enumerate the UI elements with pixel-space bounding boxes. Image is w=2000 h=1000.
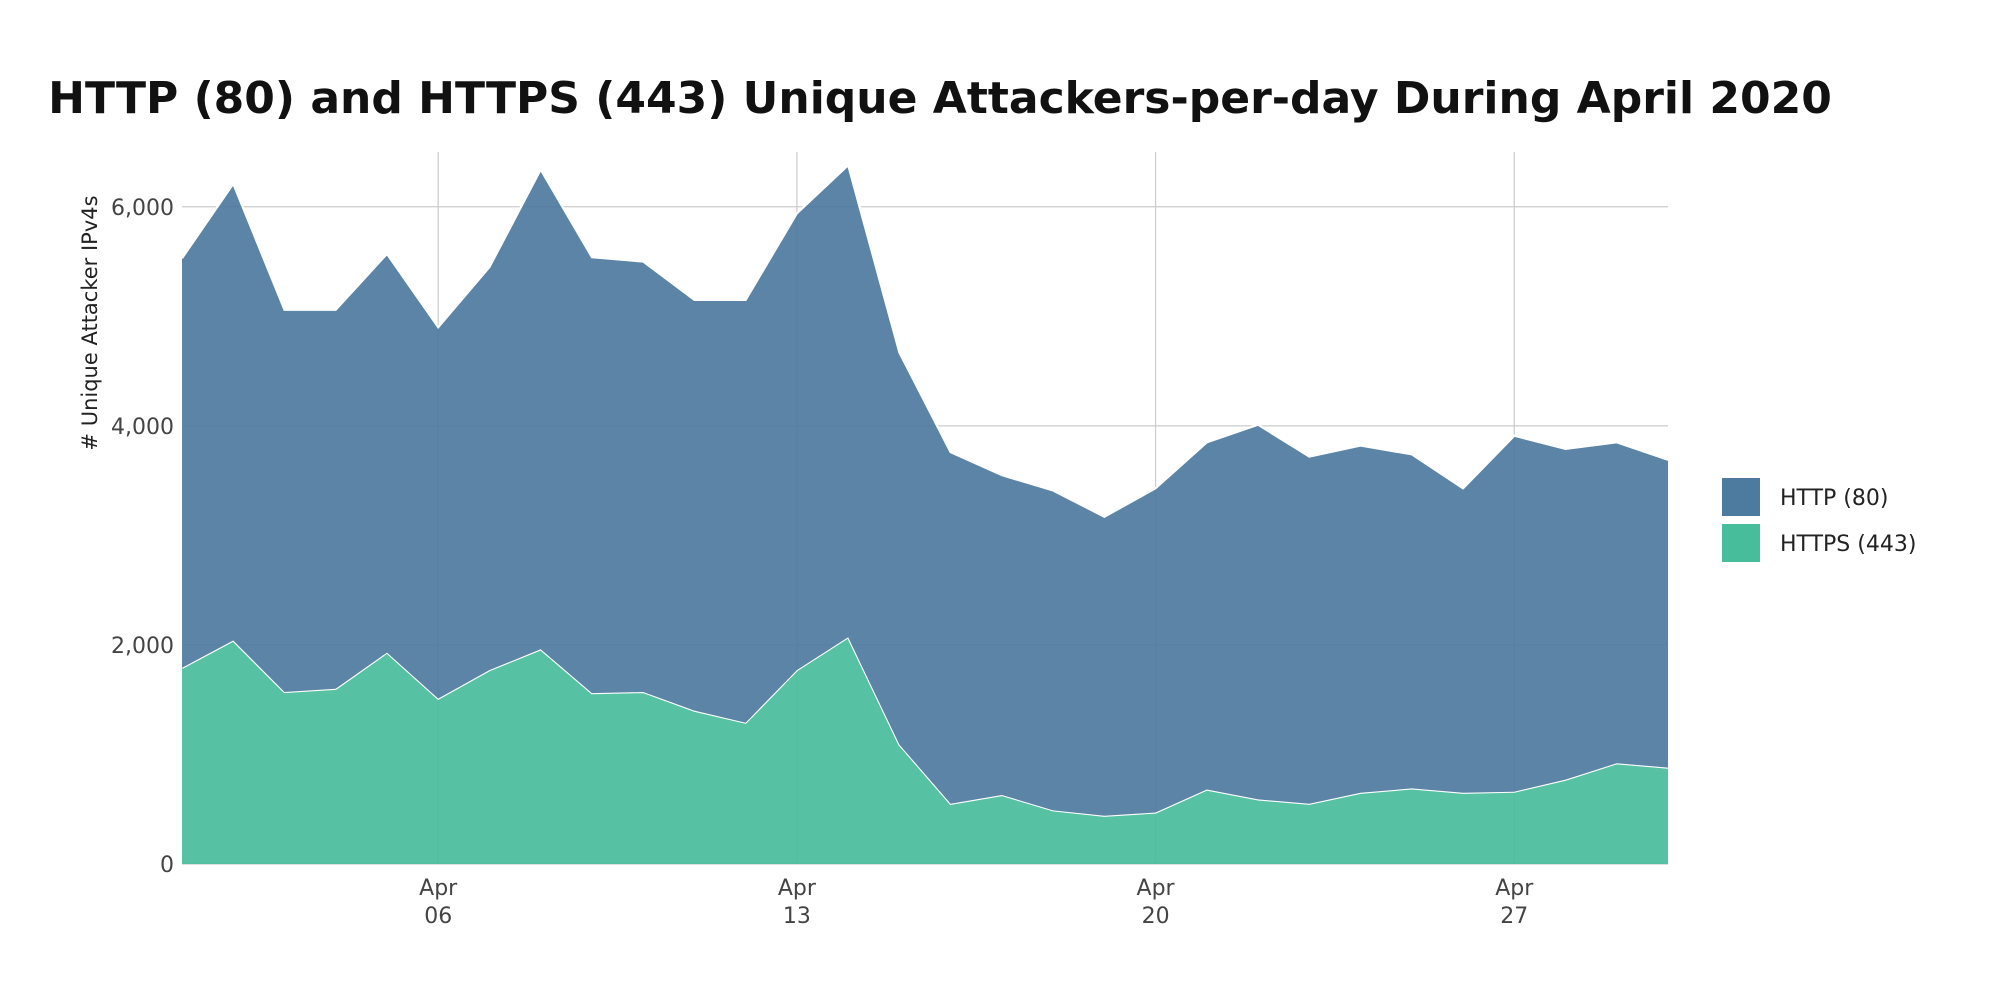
x-tick-label-day: 06 <box>424 904 452 929</box>
x-tick-label-day: 27 <box>1500 904 1528 929</box>
legend-swatch <box>1722 478 1760 516</box>
x-tick-label-month: Apr <box>1495 876 1534 901</box>
legend-label: HTTPS (443) <box>1780 532 1916 557</box>
x-axis-ticks: Apr 06 Apr 13 Apr 20 Apr 27 <box>419 876 1534 929</box>
y-tick-label: 2,000 <box>111 634 174 659</box>
y-axis-label: # Unique Attacker IPv4s <box>78 195 102 450</box>
area-https-443 <box>182 637 1668 864</box>
y-tick-label: 4,000 <box>111 415 174 440</box>
x-tick-label-day: 13 <box>783 904 811 929</box>
y-tick-label: 6,000 <box>111 196 174 221</box>
x-tick-label-month: Apr <box>419 876 458 901</box>
chart-title: HTTP (80) and HTTPS (443) Unique Attacke… <box>48 73 1832 124</box>
y-axis-ticks: 0 2,000 4,000 6,000 <box>111 196 174 878</box>
area-http-80 <box>182 165 1668 816</box>
x-tick-label-month: Apr <box>778 876 817 901</box>
legend: HTTP (80) HTTPS (443) <box>1722 478 1916 562</box>
x-tick-label-day: 20 <box>1142 904 1170 929</box>
legend-swatch <box>1722 524 1760 562</box>
y-tick-label: 0 <box>160 853 174 878</box>
legend-label: HTTP (80) <box>1780 486 1888 511</box>
area-layer <box>181 163 1669 864</box>
x-tick-label-month: Apr <box>1137 876 1176 901</box>
series-line-http-80 <box>181 163 1669 519</box>
